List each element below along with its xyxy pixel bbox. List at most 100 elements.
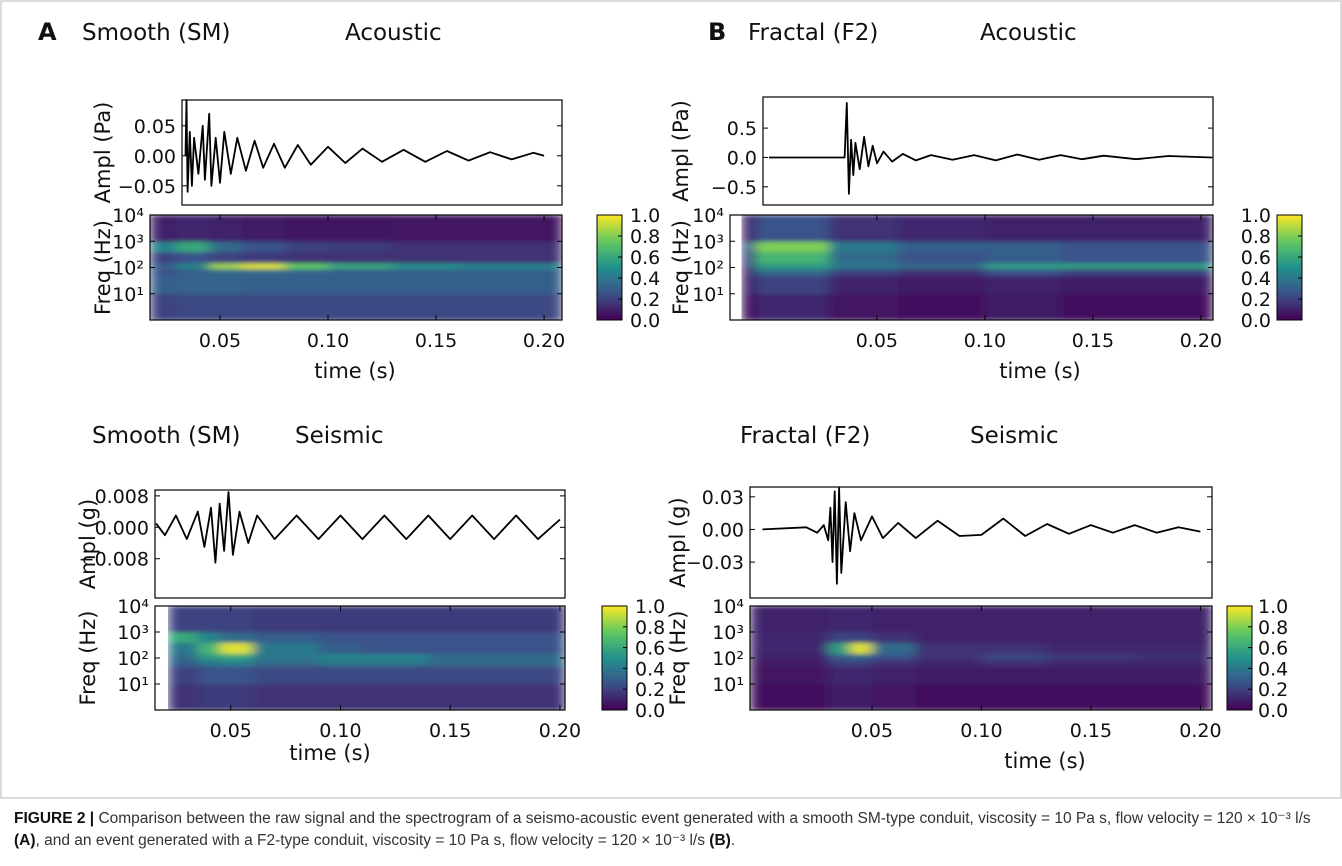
spectrogram-cell <box>898 293 986 320</box>
spectrogram-cell <box>150 262 178 270</box>
spectrogram-cell <box>328 293 394 320</box>
spectrogram-cell <box>219 606 254 633</box>
spectrogram-cell <box>252 606 320 633</box>
spectrogram-cell <box>750 684 829 710</box>
spectrogram-cell <box>457 275 562 295</box>
y-tick-label: −0.5 <box>711 177 757 199</box>
y-tick-label: −0.05 <box>118 176 176 198</box>
spectrogram-cell <box>898 268 986 276</box>
spectrogram-cell <box>328 215 394 242</box>
spectrogram-cell <box>284 241 329 253</box>
spectrogram-cell <box>457 262 562 270</box>
caption-text: , and an event generated with a F2-type … <box>35 832 705 849</box>
spectrogram-cell <box>209 275 243 295</box>
figure: −0.05 0.00 0.05 Ampl (Pa) A Smooth (SM) Acoust… <box>0 0 1342 799</box>
colorbar-tick-label: 0.2 <box>635 679 665 701</box>
waveform <box>155 491 561 564</box>
spectrogram-cell <box>150 241 178 253</box>
colorbar-tick-label: 0.2 <box>1258 679 1288 701</box>
colorbar-tick-label: 1.0 <box>1258 596 1288 618</box>
spectrogram-cell <box>392 262 459 270</box>
spectrogram-cell <box>754 241 830 253</box>
waveform <box>769 102 1212 195</box>
spectrogram-cell <box>981 606 1048 633</box>
y-tick-label: 10² <box>117 648 149 670</box>
spectrogram-cell <box>1134 653 1212 660</box>
spectrogram-cell <box>898 262 986 270</box>
spectrogram-cell <box>1060 262 1213 270</box>
spectrogram <box>741 215 1213 320</box>
spectrogram <box>168 606 565 710</box>
y-tick-label: 10³ <box>112 231 144 253</box>
y-tick-label: 0.0 <box>727 147 757 169</box>
y-axis-label: Ampl (g) <box>76 499 100 589</box>
panel-title: Fractal (F2) <box>748 20 878 46</box>
y-axis-label: Ampl (g) <box>666 497 690 587</box>
spectrogram-cell <box>850 665 873 685</box>
spectrogram-cell <box>392 275 459 295</box>
spectrogram-cell <box>457 251 562 264</box>
colorbar <box>601 605 628 711</box>
spectrogram-cell <box>1134 632 1212 643</box>
colorbar-tick-label: 0.0 <box>635 700 665 722</box>
colorbar-tick-label: 1.0 <box>1241 205 1271 227</box>
caption-ref: (B) <box>709 832 731 849</box>
spectrogram-cell <box>284 268 329 276</box>
y-tick-label: 10³ <box>692 231 724 253</box>
spectrogram-cell <box>168 606 199 633</box>
colorbar-tick-label: 0.0 <box>630 310 660 332</box>
spectrogram-cell <box>150 251 178 264</box>
y-tick-label: −0.008 <box>79 549 149 571</box>
spectrogram-cell <box>750 653 829 660</box>
y-tick-label: 10⁴ <box>692 205 724 227</box>
colorbar-tick-label: 0.2 <box>1241 289 1271 311</box>
spectrogram-cell <box>981 665 1048 685</box>
spectrogram-cell <box>1047 632 1136 643</box>
spectrogram-cell <box>981 684 1048 710</box>
x-axis-label: time (s) <box>289 741 370 765</box>
spectrogram-cell <box>176 215 210 242</box>
spectrogram-cell <box>168 642 199 654</box>
x-tick-label: 0.15 <box>415 330 457 352</box>
spectrogram-cell <box>871 653 917 660</box>
spectrogram-cell <box>981 642 1048 654</box>
caption-label: FIGURE 2 | <box>14 810 95 827</box>
spectrogram-cell <box>318 659 363 667</box>
spectrogram-cell <box>981 659 1048 667</box>
spectrogram <box>150 215 562 320</box>
spectrogram-cell <box>829 293 899 320</box>
colorbar <box>1226 605 1253 711</box>
spectrogram-cell <box>392 241 459 253</box>
colorbar-tick-label: 1.0 <box>635 596 665 618</box>
spectrogram-cell <box>741 262 756 270</box>
spectrogram-cell <box>219 653 254 660</box>
spectrogram-cell <box>828 642 851 654</box>
panel-label: B <box>708 18 726 46</box>
axes-frame <box>762 96 1214 206</box>
x-tick-label: 0.20 <box>1180 330 1222 352</box>
spectrogram-cell <box>328 251 394 264</box>
spectrogram-cell <box>328 275 394 295</box>
spectrogram-cell <box>494 606 565 633</box>
spectrogram-cell <box>850 659 873 667</box>
spectrogram-cell <box>915 642 982 654</box>
spectrogram-cell <box>284 275 329 295</box>
y-axis-label: Freq (Hz) <box>91 220 115 315</box>
colorbar-tick-label: 0.4 <box>630 268 660 290</box>
y-tick-label: 0.5 <box>727 118 757 140</box>
spectrogram-cell <box>392 251 459 264</box>
spectrogram-cell <box>1134 642 1212 654</box>
spectrogram-cell <box>850 606 873 633</box>
spectrogram-cell <box>252 642 320 654</box>
spectrogram-cells <box>150 215 562 320</box>
caption-ref: (A) <box>14 832 36 849</box>
x-tick-label: 0.05 <box>856 330 898 352</box>
spectrogram-cell <box>829 251 899 264</box>
x-tick-label: 0.20 <box>539 720 581 742</box>
y-tick-label: 10¹ <box>712 674 744 696</box>
spectrogram-cell <box>494 659 565 667</box>
spectrogram-cell <box>750 606 829 633</box>
spectrogram-cell <box>871 632 917 643</box>
y-tick-label: 0.000 <box>95 517 149 539</box>
x-tick-label: 0.15 <box>1072 330 1114 352</box>
